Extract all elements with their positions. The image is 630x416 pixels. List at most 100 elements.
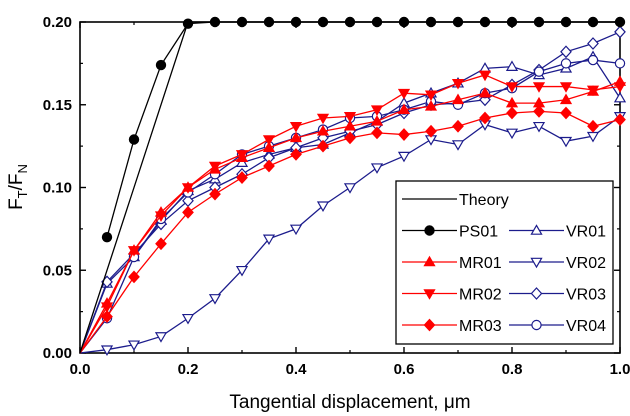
legend-label-mr02: MR02 (459, 287, 502, 304)
data-point-ps01 (560, 16, 572, 28)
data-point-mr02 (316, 113, 330, 125)
data-point-mr02 (262, 135, 276, 146)
data-point-mr03 (452, 119, 464, 133)
data-point-ps01 (398, 16, 410, 28)
data-point-mr03 (614, 113, 626, 127)
legend-label-vr02: VR02 (566, 255, 606, 272)
legend-entry-mr02: MR02 (402, 287, 502, 304)
data-point-vr03 (587, 37, 599, 50)
data-point-mr03 (560, 106, 572, 120)
data-point-mr02 (127, 246, 141, 257)
x-axis-ticks: 0.0 0.2 0.4 0.6 0.8 1.0 (70, 22, 630, 378)
x-tick-label: 0.8 (502, 361, 523, 378)
data-point-mr02 (559, 82, 573, 93)
data-point-mr03 (317, 139, 329, 153)
data-point-vr04 (614, 58, 626, 69)
data-point-ps01 (425, 16, 437, 28)
data-point-mr01 (343, 120, 357, 131)
series-ps01 (101, 16, 626, 243)
data-point-mr02 (343, 112, 357, 123)
data-point-mr03 (101, 310, 113, 323)
data-point-ps01 (344, 16, 356, 28)
data-point-vr01 (505, 60, 519, 71)
data-point-mr01 (370, 115, 384, 126)
data-point-mr03 (290, 147, 302, 161)
data-point-mr03 (155, 237, 167, 251)
data-point-vr02 (100, 345, 114, 356)
series-mr02 (79, 70, 627, 354)
y-axis-label-sub2: N (15, 164, 30, 173)
data-point-ps01 (587, 16, 599, 28)
data-point-mr02 (235, 150, 249, 161)
legend-label-mr01: MR01 (459, 255, 502, 272)
legend-entry-vr02: VR02 (509, 255, 606, 272)
data-point-mr03 (425, 124, 437, 138)
data-point-vr02 (127, 340, 141, 351)
x-tick-label: 0.0 (70, 361, 91, 378)
data-point-mr02 (478, 70, 492, 82)
legend-entry-theory: Theory (402, 192, 509, 209)
legend: Theory PS01 VR01 MR01 VR02 MR02 VR03 MR03 VR04 (395, 180, 614, 345)
data-point-ps01 (533, 16, 545, 28)
x-tick-label: 1.0 (610, 361, 630, 378)
data-point-ps01 (209, 16, 221, 28)
data-point-vr02 (262, 234, 276, 246)
legend-marker-vr03 (530, 287, 543, 300)
legend-entry-vr04: VR04 (509, 318, 606, 335)
series-mr03 (79, 104, 626, 354)
data-point-mr03 (182, 205, 194, 219)
legend-entry-vr03: VR03 (509, 287, 606, 304)
y-axis-label-sep: /F (6, 173, 27, 190)
data-point-vr02 (370, 163, 384, 174)
y-axis-label: FT/FN (6, 164, 30, 210)
data-point-vr02 (154, 332, 168, 343)
x-tick-label: 0.2 (178, 361, 199, 378)
legend-label-vr03: VR03 (566, 287, 606, 304)
data-point-vr02 (208, 294, 222, 305)
data-point-ps01 (506, 16, 518, 28)
data-point-ps01 (155, 59, 167, 71)
legend-marker-vr02 (530, 257, 543, 269)
data-point-ps01 (263, 16, 275, 28)
data-point-vr02 (451, 140, 465, 151)
data-point-mr02 (397, 88, 411, 100)
y-axis-label-main: F (6, 198, 27, 210)
legend-entry-mr03: MR03 (402, 318, 502, 335)
x-tick-label: 0.6 (394, 361, 415, 378)
x-tick-label: 0.4 (286, 361, 308, 378)
data-point-vr02 (505, 128, 519, 140)
data-point-mr03 (263, 159, 275, 173)
data-point-mr03 (371, 126, 383, 140)
data-point-ps01 (317, 16, 329, 28)
data-point-mr02 (505, 82, 519, 93)
legend-label-theory: Theory (459, 192, 509, 209)
data-point-vr02 (559, 136, 573, 148)
y-tick-label: 0.00 (43, 345, 72, 362)
data-point-vr04 (587, 54, 599, 66)
data-point-ps01 (101, 231, 113, 243)
legend-label-vr04: VR04 (566, 318, 606, 335)
data-point-vr02 (343, 183, 357, 194)
data-point-ps01 (479, 16, 491, 28)
y-axis-label-sub1: T (15, 190, 30, 198)
legend-label-vr01: VR01 (566, 224, 606, 241)
data-point-vr02 (532, 121, 546, 133)
data-point-vr04 (533, 66, 545, 77)
data-point-mr03 (398, 128, 410, 141)
data-point-mr02 (424, 90, 438, 102)
data-point-mr01 (316, 124, 330, 136)
data-point-mr02 (586, 85, 600, 97)
data-point-mr01 (424, 100, 438, 111)
y-tick-label: 0.15 (43, 97, 72, 114)
y-axis-ticks: 0.00 0.05 0.10 0.15 0.20 (43, 14, 620, 362)
legend-marker-vr01 (530, 224, 543, 235)
data-point-mr03 (587, 119, 599, 133)
legend-marker-ps01 (424, 225, 435, 236)
data-point-mr02 (370, 105, 384, 116)
data-point-ps01 (452, 16, 464, 28)
data-point-mr02 (532, 82, 546, 93)
data-point-mr01 (451, 93, 465, 105)
legend-label-mr03: MR03 (459, 318, 502, 335)
legend-entry-ps01: PS01 (402, 224, 498, 241)
legend-marker-vr04 (531, 319, 542, 331)
